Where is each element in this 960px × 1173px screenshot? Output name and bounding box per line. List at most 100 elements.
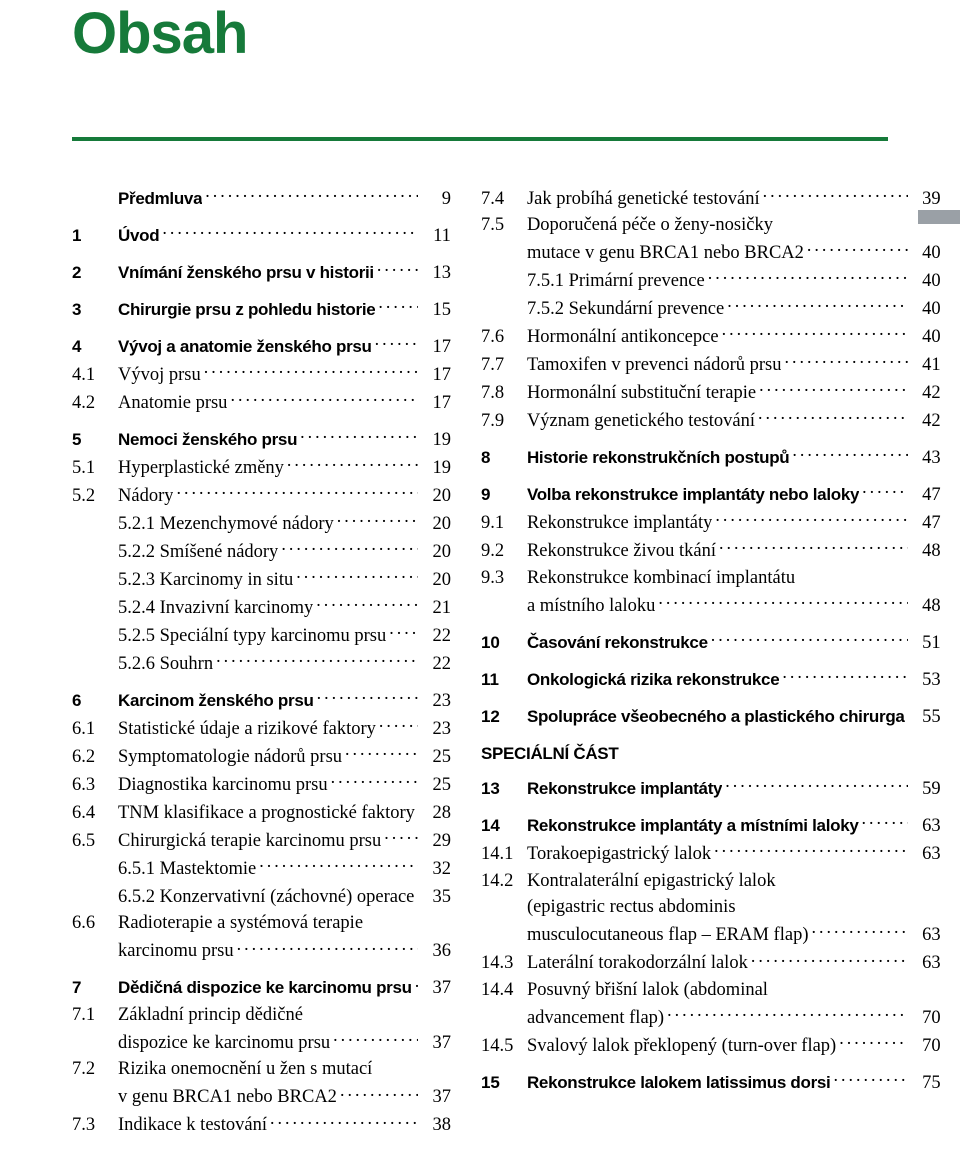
toc-entry: 5.1Hyperplastické změny 19 xyxy=(72,454,451,481)
toc-leader-dots xyxy=(317,687,418,706)
toc-entry-title: 6.5.2 Konzervativní (záchovné) operace xyxy=(118,885,414,911)
toc-entry-title: mutace v genu BRCA1 nebo BRCA2 xyxy=(527,241,804,267)
toc-entry-page: 13 xyxy=(421,261,451,287)
toc-leader-dots xyxy=(345,743,418,762)
toc-leader-dots xyxy=(384,827,418,846)
toc-entry-number: 6.5 xyxy=(72,829,118,855)
toc-entry-page: 42 xyxy=(911,409,941,435)
toc-entry-page: 53 xyxy=(911,668,941,694)
toc-entry-page: 11 xyxy=(421,224,451,250)
toc-leader-dots xyxy=(751,950,908,969)
toc-entry-number: 11 xyxy=(481,668,527,691)
toc-entry-page: 47 xyxy=(911,483,941,509)
toc-entry-page: 39 xyxy=(911,187,941,213)
toc-entry: 7.5.2 Sekundární prevence40 xyxy=(481,296,941,323)
toc-entry-title: Hormonální antikoncepce xyxy=(527,325,719,351)
toc-entry-title: 5.2.1 Mezenchymové nádory xyxy=(118,512,334,538)
toc-leader-dots xyxy=(237,938,418,957)
toc-entry-title: Indikace k testování xyxy=(118,1113,267,1139)
toc-entry-number: 14.1 xyxy=(481,842,527,868)
toc-entry-page: 70 xyxy=(911,1034,941,1060)
toc-entry-title: Základní princip dědičné xyxy=(118,1003,303,1029)
toc-entry-title: Radioterapie a systémová terapie xyxy=(118,911,363,937)
toc-leader-dots xyxy=(296,566,418,585)
toc-entry-number: 6.1 xyxy=(72,717,118,743)
toc-entry-number: 6.3 xyxy=(72,773,118,799)
toc-entry-number: 1 xyxy=(72,224,118,247)
toc-entry-title: 6.5.1 Mastektomie xyxy=(118,857,256,883)
toc-leader-dots xyxy=(714,841,907,860)
toc-entry-page: 59 xyxy=(911,777,941,803)
toc-entry-page: 19 xyxy=(421,456,451,482)
toc-entry-title: Posuvný břišní lalok (abdominal xyxy=(527,978,768,1004)
toc-entry-title: Svalový lalok překlopený (turn-over flap… xyxy=(527,1034,836,1060)
toc-entry: 7.9Význam genetického testování 42 xyxy=(481,408,941,435)
toc-entry-page: 37 xyxy=(421,1031,451,1057)
toc-entry-number: 7.6 xyxy=(481,325,527,351)
toc-entry-title: (epigastric rectus abdominis xyxy=(527,895,736,921)
toc-leader-dots xyxy=(782,666,907,685)
toc-entry-number: 5 xyxy=(72,428,118,451)
toc-entry-title: advancement flap) xyxy=(527,1006,664,1032)
toc-entry: 9Volba rekonstrukce implantáty nebo lalo… xyxy=(481,482,941,509)
toc-entry: a místního laloku48 xyxy=(481,592,941,619)
toc-entry-number: 5.1 xyxy=(72,456,118,482)
toc-column-left: Předmluva91Úvod112Vnímání ženského prsu … xyxy=(72,185,451,1140)
toc-entry: 5.2Nádory20 xyxy=(72,482,451,509)
toc-entry-title: Anatomie prsu xyxy=(118,391,227,417)
toc-entry-number: 13 xyxy=(481,777,527,800)
toc-entry-number: 7.7 xyxy=(481,353,527,379)
toc-entry: 7.8Hormonální substituční terapie42 xyxy=(481,380,941,407)
toc-leader-dots xyxy=(176,482,417,501)
toc-entry-page: 17 xyxy=(421,335,451,361)
toc-entry-title: Symptomatologie nádorů prsu xyxy=(118,745,342,771)
toc-entry-title: 7.5.2 Sekundární prevence xyxy=(527,297,724,323)
toc-leader-dots xyxy=(417,883,418,902)
toc-leader-dots xyxy=(727,296,907,315)
toc-entry-number: 10 xyxy=(481,631,527,654)
toc-entry-title: Laterální torakodorzální lalok xyxy=(527,951,748,977)
toc-entry-number: 2 xyxy=(72,261,118,284)
toc-entry: karcinomu prsu36 xyxy=(72,938,451,965)
toc-leader-dots xyxy=(337,510,418,529)
toc-entry-title: Vývoj prsu xyxy=(118,363,201,389)
toc-entry-page: 63 xyxy=(911,951,941,977)
toc-entry: 4.2Anatomie prsu17 xyxy=(72,389,451,416)
toc-entry-title: Rekonstrukce živou tkání xyxy=(527,539,716,565)
toc-leader-dots xyxy=(287,454,418,473)
toc-entry-title: Kontralaterální epigastrický lalok xyxy=(527,869,776,895)
toc-entry: 5.2.1 Mezenchymové nádory20 xyxy=(72,510,451,537)
toc-entry-page: 35 xyxy=(421,885,451,911)
toc-entry-title: Význam genetického testování xyxy=(527,409,755,435)
toc-entry-title: Vývoj a anatomie ženského prsu xyxy=(118,335,372,358)
toc-leader-dots xyxy=(725,776,907,795)
toc-leader-dots xyxy=(216,650,418,669)
toc-entry: 6.5.2 Konzervativní (záchovné) operace 35 xyxy=(72,883,451,910)
toc-entry-title: Tamoxifen v prevenci nádorů prsu xyxy=(527,353,782,379)
toc-leader-dots xyxy=(333,1029,418,1048)
toc-entry-title: Rekonstrukce kombinací implantátu xyxy=(527,566,795,592)
toc-entry-title: Hyperplastické změny xyxy=(118,456,284,482)
toc-entry: 6.5.1 Mastektomie32 xyxy=(72,855,451,882)
toc-leader-dots xyxy=(259,855,418,874)
toc-entry-title: 5.2.2 Smíšené nádory xyxy=(118,540,278,566)
toc-entry-number: 4.1 xyxy=(72,363,118,389)
toc-leader-dots xyxy=(415,975,418,994)
toc-entry-title: Volba rekonstrukce implantáty nebo lalok… xyxy=(527,483,859,506)
toc-entry-page: 28 xyxy=(421,801,451,827)
toc-entry-title: Nádory xyxy=(118,484,173,510)
toc-entry-number: 9.1 xyxy=(481,511,527,537)
toc-entry: 7.5Doporučená péče o ženy-nosičky xyxy=(481,213,941,239)
toc-entry-page: 21 xyxy=(421,596,451,622)
toc-entry-title: Rekonstrukce implantáty xyxy=(527,511,712,537)
toc-entry-title: Torakoepigastrický lalok xyxy=(527,842,711,868)
toc-entry-title: Chirurgie prsu z pohledu historie xyxy=(118,298,375,321)
toc-leader-dots xyxy=(281,538,418,557)
toc-entry-number: 3 xyxy=(72,298,118,321)
accent-rule xyxy=(72,137,888,141)
toc-entry-title: Dědičná dispozice ke karcinomu prsu xyxy=(118,976,412,999)
toc-entry: 14.1Torakoepigastrický lalok63 xyxy=(481,841,941,868)
toc-entry-number: 7.1 xyxy=(72,1003,118,1029)
toc-entry-number: 7.9 xyxy=(481,409,527,435)
toc-leader-dots xyxy=(839,1032,907,1051)
